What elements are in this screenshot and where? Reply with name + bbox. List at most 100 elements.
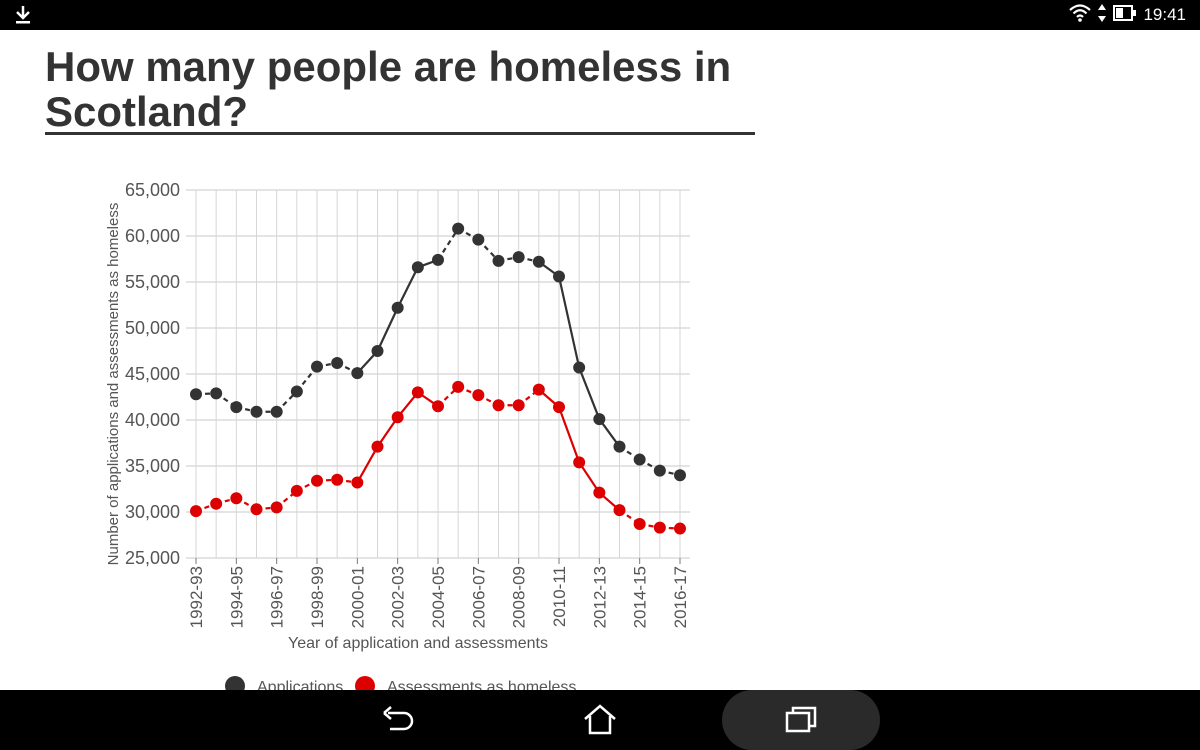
home-icon[interactable]	[582, 704, 618, 740]
data-point	[633, 453, 646, 466]
series-line-segment	[437, 228, 460, 261]
y-tick-label: 60,000	[125, 226, 180, 246]
data-point	[432, 400, 444, 413]
y-tick-label: 45,000	[125, 364, 180, 384]
download-icon	[14, 4, 32, 30]
clock: 19:41	[1143, 5, 1186, 24]
data-point	[613, 440, 626, 453]
data-point	[432, 253, 444, 266]
x-tick-label: 2012-13	[590, 566, 609, 628]
series-line-segment	[557, 406, 581, 463]
y-tick-label: 40,000	[125, 410, 180, 430]
data-point	[573, 361, 586, 374]
data-point	[250, 405, 263, 418]
x-tick-label: 2016-17	[671, 566, 690, 628]
data-point	[472, 389, 485, 402]
series-line-segment	[557, 276, 581, 368]
y-tick-label: 35,000	[125, 456, 180, 476]
data-point	[613, 504, 626, 517]
x-tick-label: 2002-03	[389, 566, 408, 628]
title-underline	[45, 132, 755, 135]
x-tick-label: 2010-11	[550, 566, 569, 627]
data-point	[210, 497, 223, 510]
x-tick-label: 2000-01	[348, 566, 367, 628]
article-content: How many people are homeless in Scotland…	[0, 30, 1200, 690]
data-point	[230, 492, 243, 505]
y-axis-label: Number of applications and assessments a…	[105, 203, 122, 566]
y-tick-label: 65,000	[125, 180, 180, 200]
data-point	[553, 270, 565, 283]
data-point	[190, 505, 202, 518]
x-tick-label: 1992-93	[187, 566, 206, 628]
recent-apps-highlight	[722, 690, 880, 750]
data-point	[290, 484, 303, 497]
wifi-icon	[1069, 4, 1092, 26]
data-point	[593, 413, 606, 426]
data-point	[371, 440, 384, 453]
recent-apps-icon[interactable]	[783, 704, 819, 740]
x-tick-label: 2006-07	[469, 566, 488, 628]
legend-label: Assessments as homeless	[387, 679, 576, 690]
data-point	[653, 464, 666, 477]
data-point	[633, 517, 646, 530]
data-point	[452, 222, 465, 235]
page-title: How many people are homeless in Scotland…	[45, 43, 732, 135]
series-line-segment	[578, 367, 601, 420]
data-point	[391, 411, 404, 424]
back-icon[interactable]	[380, 704, 416, 740]
data-point	[512, 251, 525, 264]
data-point	[674, 469, 686, 482]
data-point	[452, 380, 465, 393]
battery-icon	[1113, 4, 1137, 26]
x-tick-label: 2008-09	[510, 566, 529, 628]
data-point	[331, 473, 344, 486]
data-point	[653, 521, 666, 534]
data-point	[593, 486, 606, 499]
legend-label: Applications	[257, 679, 343, 690]
data-point	[270, 501, 283, 514]
data-point	[190, 388, 202, 401]
data-point	[391, 301, 404, 314]
data-point	[532, 255, 545, 268]
data-point	[411, 386, 424, 399]
data-point	[311, 360, 323, 373]
series-line-segment	[578, 461, 601, 494]
series-line-segment	[356, 446, 379, 484]
data-point	[290, 385, 303, 398]
series-line-segment	[396, 266, 419, 309]
series-line-segment	[376, 307, 399, 352]
data-point	[311, 474, 323, 487]
data-point	[210, 387, 223, 400]
y-tick-label: 55,000	[125, 272, 180, 292]
data-point	[371, 345, 384, 357]
y-tick-label: 30,000	[125, 502, 180, 522]
data-point	[573, 456, 586, 469]
series-applications	[190, 222, 686, 482]
data-point	[411, 261, 424, 274]
data-point	[351, 476, 364, 489]
x-tick-label: 2004-05	[429, 566, 448, 628]
data-point	[472, 233, 485, 246]
data-point	[351, 367, 364, 380]
navigation-bar	[0, 690, 1200, 750]
data-point	[553, 401, 565, 414]
data-point	[492, 399, 505, 412]
data-arrows-icon	[1097, 3, 1107, 27]
y-tick-label: 25,000	[125, 548, 180, 568]
series-assessments-as-homeless	[190, 380, 686, 535]
data-point	[512, 399, 525, 412]
data-point	[492, 254, 505, 267]
data-point	[270, 405, 283, 418]
x-axis-label: Year of application and assessments	[288, 635, 548, 652]
data-point	[532, 383, 545, 396]
x-tick-label: 1994-95	[227, 566, 246, 628]
data-point	[230, 401, 243, 414]
status-bar: 19:41	[0, 0, 1200, 30]
legend-marker	[225, 676, 245, 690]
data-point	[250, 503, 263, 516]
legend-marker	[355, 676, 375, 690]
data-point	[674, 522, 686, 535]
x-tick-label: 2014-15	[631, 566, 650, 628]
y-tick-label: 50,000	[125, 318, 180, 338]
x-tick-label: 1998-99	[308, 566, 327, 628]
